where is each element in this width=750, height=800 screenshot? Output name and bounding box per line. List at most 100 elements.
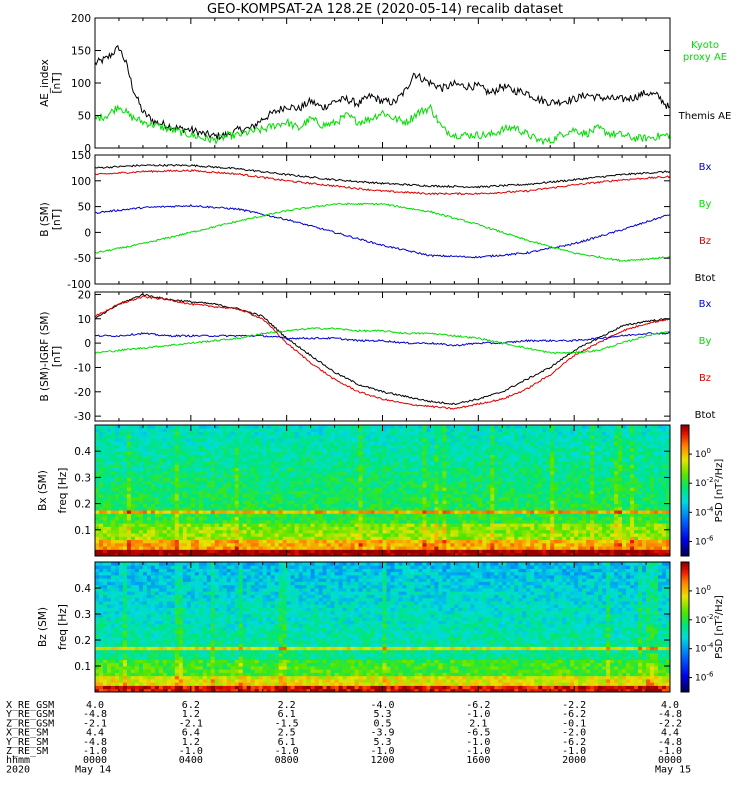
ephemeris-row-label: Z_RE_SM bbox=[6, 746, 48, 757]
ephemeris-row-label: Y_RE_SM bbox=[6, 737, 48, 748]
y-axis-label: Bx (SM) bbox=[37, 470, 49, 511]
y-tick-label: -10 bbox=[74, 362, 91, 374]
ephemeris-value: 6.2 bbox=[182, 700, 200, 711]
y-tick-label: 0 bbox=[84, 338, 91, 350]
colorbar-label: PSD [nT²/Hz] bbox=[714, 459, 725, 523]
series-btot-line bbox=[95, 293, 670, 406]
panel-frame bbox=[94, 17, 671, 149]
y-tick-label: -100 bbox=[67, 279, 91, 291]
ephemeris-value: 6.1 bbox=[278, 709, 296, 720]
ephemeris-date-end: May 15 bbox=[655, 764, 691, 775]
ephemeris-value: 0.5 bbox=[373, 718, 391, 729]
ephemeris-value: 1.2 bbox=[182, 709, 200, 720]
ephemeris-row-label: X_RE_SM bbox=[6, 728, 48, 739]
ephemeris-value: -1.0 bbox=[83, 746, 107, 757]
ephemeris-value: -1.5 bbox=[275, 718, 299, 729]
y-tick-label: 100 bbox=[71, 176, 91, 188]
y-axis-label: B (SM) bbox=[39, 202, 51, 236]
y-tick-label: 0.3 bbox=[74, 472, 91, 484]
y-axis-label: AE_index bbox=[39, 59, 51, 107]
y-tick-label: 0 bbox=[84, 227, 91, 239]
colorbar-label: PSD [nT²/Hz] bbox=[714, 595, 725, 659]
panel-2: Bx By Bz Btot -100 -50 0 50 100 150 B (SM) [nT] bbox=[39, 150, 715, 291]
ephemeris-value: -1.0 bbox=[466, 709, 490, 720]
y-axis-unit: freq [Hz] bbox=[57, 604, 69, 650]
panel-frame bbox=[94, 154, 671, 285]
colorbar-tick-label: 10-2 bbox=[695, 476, 713, 489]
y-tick-label: -30 bbox=[74, 411, 91, 423]
y-tick-label: 150 bbox=[71, 150, 91, 162]
panel-3: Bx By Bz Btot -30 -20 -10 0 10 20 B (SM)-IGRF (SM)… bbox=[39, 289, 715, 423]
ephemeris-row-label: Z_RE_GSM bbox=[6, 718, 54, 729]
ephemeris-row-z_re_sm: Z_RE_SM -1.0 -1.0 -1.0 -1.0 -1.0 -1.0 -1.0 bbox=[6, 746, 682, 757]
spectrogram-2 bbox=[95, 562, 671, 693]
legend-bx: Bx bbox=[699, 299, 712, 310]
series-bx-line bbox=[95, 332, 670, 347]
panel-1-plot-area bbox=[95, 44, 670, 146]
ephemeris-value: 5.3 bbox=[373, 709, 391, 720]
ephemeris-value: -1.0 bbox=[179, 746, 203, 757]
y-tick-label: 50 bbox=[78, 111, 91, 123]
ephemeris-value: 4.0 bbox=[86, 700, 104, 711]
legend-themis-ae: Themis AE bbox=[678, 111, 732, 122]
series-by-line bbox=[95, 327, 670, 355]
ephemeris-value: -6.5 bbox=[466, 728, 490, 739]
ephemeris-value: -4.0 bbox=[370, 700, 394, 711]
panel-5: 100 10-2 10-4 10-6 PSD [nT²/Hz] 0.1 0.2 0.3 0.4 B… bbox=[37, 561, 725, 693]
ephemeris-value: 0000 bbox=[83, 755, 107, 766]
y-tick-label: 150 bbox=[71, 46, 91, 58]
series-themis-ae-line bbox=[95, 44, 670, 141]
ephemeris-value: -2.2 bbox=[562, 700, 586, 711]
ephemeris-value: 0400 bbox=[179, 755, 203, 766]
ephemeris-value: 0800 bbox=[275, 755, 299, 766]
legend-bz: Bz bbox=[699, 236, 711, 247]
ephemeris-value: -2.2 bbox=[658, 718, 682, 729]
ephemeris-value: -6.2 bbox=[562, 709, 586, 720]
ephemeris-value: 1.2 bbox=[182, 737, 200, 748]
ephemeris-value: 6.4 bbox=[182, 728, 200, 739]
y-tick-label: 0 bbox=[84, 143, 91, 155]
ephemeris-value: -4.8 bbox=[658, 737, 682, 748]
y-tick-label: 0.3 bbox=[74, 609, 91, 621]
colorbar-tick-label: 100 bbox=[695, 447, 711, 460]
series-bz-line bbox=[95, 169, 670, 196]
y-tick-label: 0.1 bbox=[74, 525, 91, 537]
ephemeris-value: 1600 bbox=[466, 755, 490, 766]
ephemeris-value: -1.0 bbox=[466, 737, 490, 748]
spectrogram-1 bbox=[95, 425, 671, 557]
y-tick-label: 50 bbox=[78, 202, 91, 214]
y-tick-label: 0.4 bbox=[74, 583, 91, 595]
ephemeris-value: -0.1 bbox=[562, 718, 586, 729]
ephemeris-row-x_re_sm: X_RE_SM 4.4 6.4 2.5 -3.9 -6.5 -2.0 4.4 bbox=[6, 728, 679, 739]
ephemeris-row-label: hhmm bbox=[6, 755, 30, 766]
ephemeris-value: -1.0 bbox=[562, 746, 586, 757]
y-tick-label: 20 bbox=[78, 289, 91, 301]
y-axis-unit: [nT] bbox=[51, 209, 63, 230]
y-tick-label: -50 bbox=[74, 253, 91, 265]
y-axis-unit: freq [Hz] bbox=[57, 468, 69, 514]
ephemeris-value: -6.2 bbox=[562, 737, 586, 748]
y-axis-label: B (SM)-IGRF (SM) bbox=[39, 311, 51, 401]
legend-btot: Btot bbox=[695, 273, 716, 284]
ephemeris-value: -4.8 bbox=[658, 709, 682, 720]
ephemeris-value: 6.1 bbox=[278, 737, 296, 748]
ephemeris-value: 0000 bbox=[658, 755, 682, 766]
y-tick-label: 0.2 bbox=[74, 499, 91, 511]
panel-3-plot-area bbox=[95, 293, 670, 410]
ephemeris-table: X_RE_GSM 4.0 6.2 2.2 -4.0 -6.2 -2.2 4.0Y_RE_GSM… bbox=[6, 700, 691, 775]
ephemeris-row-x_re_gsm: X_RE_GSM 4.0 6.2 2.2 -4.0 -6.2 -2.2 4.0 bbox=[6, 700, 679, 711]
ephemeris-value: 4.4 bbox=[86, 728, 104, 739]
panel-2-plot-area bbox=[95, 163, 670, 262]
ephemeris-value: -2.0 bbox=[562, 728, 586, 739]
ephemeris-value: 1200 bbox=[370, 755, 394, 766]
ephemeris-value: 2.5 bbox=[278, 728, 296, 739]
ephemeris-value: -4.8 bbox=[83, 709, 107, 720]
y-tick-label: 0.4 bbox=[74, 446, 91, 458]
ephemeris-value: 4.0 bbox=[661, 700, 679, 711]
colorbar-tick-label: 10-4 bbox=[695, 642, 714, 655]
colorbar-tick-label: 100 bbox=[695, 584, 711, 597]
series-by-line bbox=[95, 202, 670, 262]
